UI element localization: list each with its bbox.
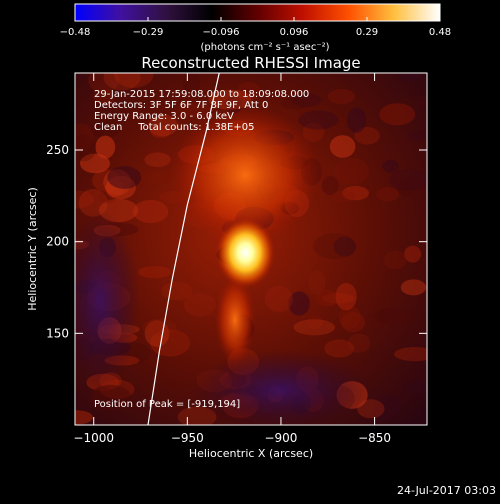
x-axis-label: Heliocentric X (arcsec) [189,447,313,460]
annotation-time-range: 29-Jan-2015 17:59:08.000 to 18:09:08.000 [94,89,309,100]
colorbar-tick-label: −0.29 [133,27,164,38]
annotation-detectors: Detectors: 3F 5F 6F 7F 8F 9F, Att 0 [94,100,268,111]
colorbar-tick-label: −0.48 [60,27,91,38]
colorbar-gradient [74,3,441,22]
plot-frame [74,72,428,426]
peak-position-label: Position of Peak = [-919,194] [94,399,240,410]
colorbar-tick-label: 0.096 [280,27,309,38]
y-axis-label: Heliocentric Y (arcsec) [26,187,39,311]
colorbar-tick-label: 0.48 [429,27,451,38]
annotation-clean-counts: Clean Total counts: 1.38E+05 [94,122,254,133]
y-tick-label: 200 [46,235,69,249]
colorbar-ticks: −0.48 −0.29 −0.096 0.096 0.29 0.48 [60,17,451,38]
footer-timestamp: 24-Jul-2017 03:03 [397,484,496,497]
x-tick-label: −950 [171,431,204,445]
annotations: 29-Jan-2015 17:59:08.000 to 18:09:08.000… [94,89,309,410]
colorbar-unit-label: (photons cm⁻² s⁻¹ asec⁻²) [200,42,329,53]
x-tick-label: −900 [264,431,297,445]
colorbar-tick-label: −0.096 [202,27,239,38]
y-tick-label: 150 [46,326,69,340]
solar-limb-curve [147,73,220,425]
annotation-energy-range: Energy Range: 3.0 - 6.0 keV [94,111,234,122]
chart-title: Reconstructed RHESSI Image [141,54,360,72]
axis-ticks: −1000 −950 −900 −850 150 200 250 [46,73,427,445]
x-tick-label: −850 [358,431,391,445]
colorbar-tick-label: 0.29 [356,27,378,38]
y-tick-label: 250 [46,143,69,157]
heatmap-image [75,73,427,425]
x-tick-label: −1000 [73,431,114,445]
peak-source [215,216,276,289]
colorbar: −0.48 −0.29 −0.096 0.096 0.29 0.48 (photons c… [60,3,451,53]
